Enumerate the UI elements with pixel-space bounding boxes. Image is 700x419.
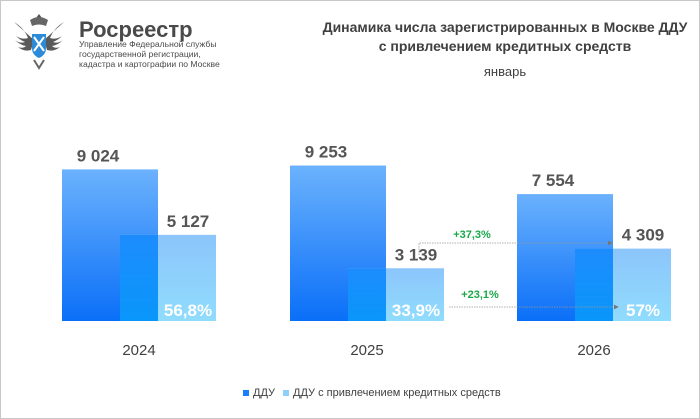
bar-overlap-2024 <box>120 234 158 321</box>
value-label-credit-2025: 3 139 <box>395 245 438 264</box>
x-tick-2025: 2025 <box>350 342 383 359</box>
legend-swatch-ddu <box>243 390 249 396</box>
legend-swatch-credit <box>283 390 290 396</box>
value-label-ddu-2024: 9 024 <box>77 146 120 165</box>
x-tick-2026: 2026 <box>577 342 610 359</box>
brand-name: Росреестр <box>79 17 193 42</box>
legend-label-ddu: ДДУ <box>253 387 276 399</box>
chart-title: Динамика числа зарегистрированных в Моск… <box>322 19 688 54</box>
value-label-credit-2026: 4 309 <box>622 226 665 245</box>
legend: ДДУ ДДУ с привлечением кредитных средств <box>243 387 501 399</box>
annotation-credit-growth: +37,3% <box>453 229 491 241</box>
growth-arrow-credit <box>418 240 613 255</box>
legend-label-credit: ДДУ с привлечением кредитных средств <box>293 387 501 399</box>
bar-overlap-2026 <box>575 248 613 321</box>
chart-subtitle: январь <box>483 64 527 79</box>
share-label-2026: 57% <box>626 301 660 320</box>
share-label-2024: 56,8% <box>164 301 212 320</box>
x-tick-2024: 2024 <box>122 342 155 359</box>
value-label-ddu-2025: 9 253 <box>305 143 348 162</box>
annotation-share-growth: +23,1% <box>461 289 499 301</box>
value-label-credit-2024: 5 127 <box>167 212 210 231</box>
bar-overlap-2025 <box>348 268 386 321</box>
value-label-ddu-2026: 7 554 <box>532 171 575 190</box>
brand-subtitle: Управление Федеральной службы государств… <box>79 39 220 69</box>
rosreestr-eagle-logo <box>14 14 64 70</box>
share-label-2025: 33,9% <box>392 301 440 320</box>
